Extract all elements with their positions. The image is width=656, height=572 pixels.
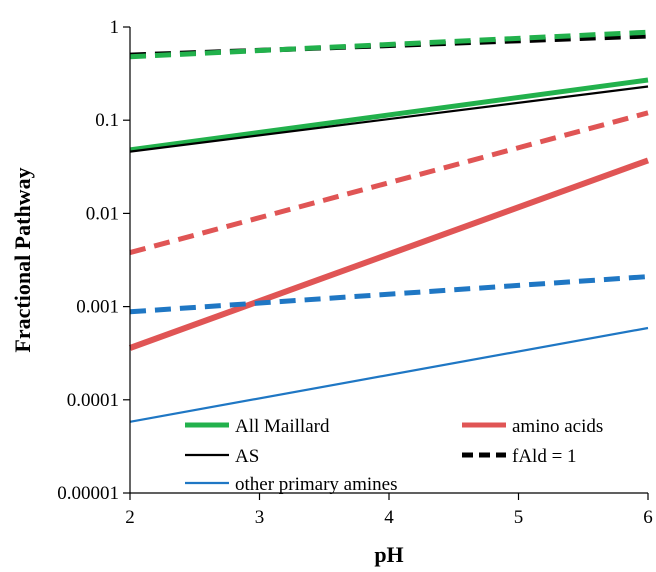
series-line-all-maillard [129,77,649,153]
series-line-unnamed-5 [129,29,649,60]
series-line-other-primary-amines [129,326,649,423]
y-tick-label: 0.1 [95,110,119,131]
series-line-unnamed-6 [129,110,649,256]
legend-label: AS [235,446,259,467]
y-tick-label: 0.00001 [57,483,119,504]
x-tick-label: 4 [384,507,394,528]
y-tick-label: 0.0001 [67,390,119,411]
legend: All Maillard amino acids AS fAld = 1 other p… [185,416,603,495]
y-tick-label: 0.01 [86,203,119,224]
series-line-as [129,85,649,153]
x-tick-label: 2 [125,507,135,528]
x-tick-label: 3 [255,507,265,528]
series-line-amino-acids [128,157,650,351]
legend-label: fAld = 1 [512,446,577,467]
series-layer [128,29,650,423]
legend-label: All Maillard [235,416,330,437]
legend-label: amino acids [512,416,603,437]
y-tick-label: 1 [110,17,120,38]
ticks-layer: 0.00001 0.0001 0.001 0.01 0.1 1 2 3 4 5 6 [57,17,653,528]
y-tick-label: 0.001 [76,297,119,318]
x-tick-label: 5 [514,507,524,528]
legend-label: other primary amines [235,474,398,495]
series-line-unnamed-7 [129,274,649,315]
x-tick-label: 6 [643,507,653,528]
y-axis-title: Fractional Pathway [10,167,35,352]
x-axis-title: pH [374,542,403,567]
